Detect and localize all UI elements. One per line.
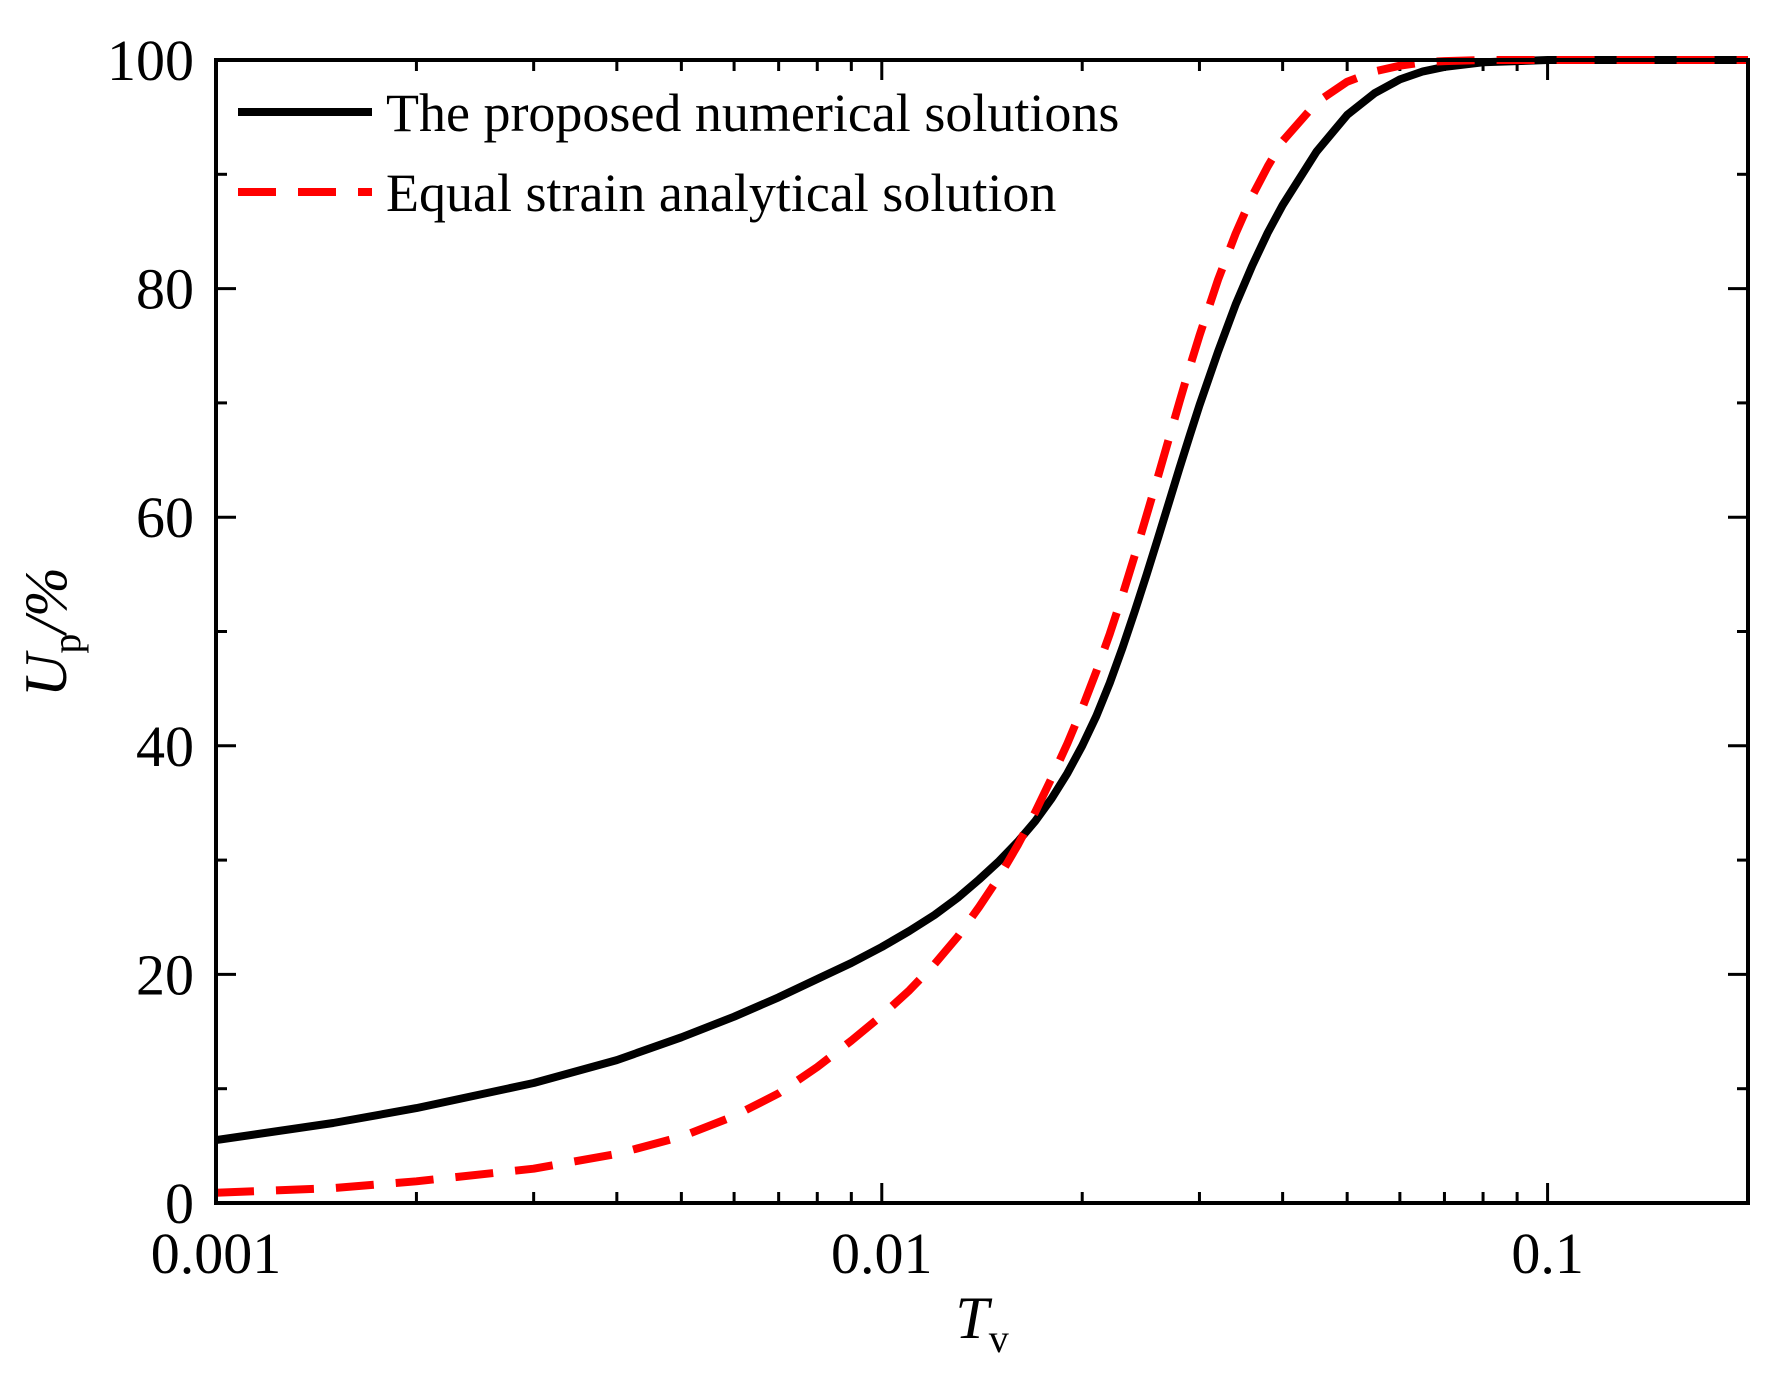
x-axis-title-main: T — [955, 1285, 992, 1351]
y-tick-label: 0 — [165, 1171, 194, 1236]
tick-marks — [214, 58, 1750, 1205]
y-tick-label: 80 — [136, 257, 194, 322]
y-axis-title: Up/% — [13, 567, 89, 697]
y-tick-label: 40 — [136, 714, 194, 779]
x-tick-label: 0.01 — [831, 1221, 933, 1286]
x-tick-label: 0.001 — [151, 1221, 282, 1286]
x-axis-title: Tv — [955, 1285, 1008, 1361]
y-axis-title-suffix: /% — [13, 567, 79, 637]
series-line-numerical — [215, 56, 1748, 1145]
y-axis-title-main: U — [13, 650, 79, 697]
x-tick-label: 0.1 — [1511, 1221, 1584, 1286]
legend-label-analytical: Equal strain analytical solution — [386, 163, 1056, 223]
plot-frame — [214, 58, 1750, 1205]
x-axis-title-sub: v — [989, 1316, 1009, 1361]
legend: The proposed numerical solutions Equal s… — [238, 83, 1119, 223]
y-tick-label: 100 — [107, 28, 194, 93]
legend-label-numerical: The proposed numerical solutions — [386, 83, 1119, 143]
y-tick-label: 20 — [136, 942, 194, 1007]
tick-labels: 0 20 40 60 80 100 0.001 0.01 0.1 — [107, 28, 1584, 1286]
y-tick-label: 60 — [136, 485, 194, 550]
y-axis-title-sub: p — [44, 634, 89, 654]
series-line-analytical — [215, 56, 1748, 1197]
series-layer — [215, 56, 1748, 1197]
